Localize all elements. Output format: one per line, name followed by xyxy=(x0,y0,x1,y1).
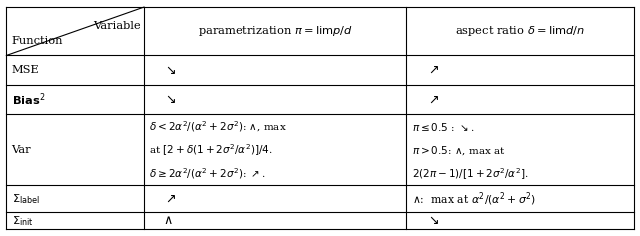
Text: $\delta < 2\alpha^2/(\alpha^2 + 2\sigma^2)$: $\wedge$, max: $\delta < 2\alpha^2/(\alpha^2 + 2\sigma^… xyxy=(149,119,287,134)
Text: Var: Var xyxy=(12,145,31,155)
Text: $\nearrow$: $\nearrow$ xyxy=(163,192,177,205)
Text: $\mathbf{Bias}^2$: $\mathbf{Bias}^2$ xyxy=(12,91,45,108)
Text: $\searrow$: $\searrow$ xyxy=(163,93,177,106)
Text: $\wedge$: $\wedge$ xyxy=(163,214,173,227)
Text: $\nearrow$: $\nearrow$ xyxy=(426,93,439,106)
Text: $\pi \leq 0.5$ : $\searrow$.: $\pi \leq 0.5$ : $\searrow$. xyxy=(412,121,474,133)
Text: $\searrow$: $\searrow$ xyxy=(426,214,439,227)
Text: MSE: MSE xyxy=(12,65,39,75)
Text: $\pi > 0.5$: $\wedge$, max at: $\pi > 0.5$: $\wedge$, max at xyxy=(412,144,506,157)
Text: aspect ratio $\delta = \lim d/n$: aspect ratio $\delta = \lim d/n$ xyxy=(455,24,585,38)
Text: $2(2\pi - 1)/[1 + 2\sigma^2/\alpha^2]$.: $2(2\pi - 1)/[1 + 2\sigma^2/\alpha^2]$. xyxy=(412,166,528,182)
Text: $\delta \geq 2\alpha^2/(\alpha^2 + 2\sigma^2)$: $\nearrow$.: $\delta \geq 2\alpha^2/(\alpha^2 + 2\sig… xyxy=(149,167,266,181)
Text: $\Sigma_{\mathrm{init}}$: $\Sigma_{\mathrm{init}}$ xyxy=(12,214,33,228)
Text: at $[2 + \delta(1 + 2\sigma^2/\alpha^2)]/4$.: at $[2 + \delta(1 + 2\sigma^2/\alpha^2)]… xyxy=(149,143,273,158)
Text: $\searrow$: $\searrow$ xyxy=(163,64,177,77)
Text: Variable: Variable xyxy=(93,21,141,31)
Text: $\nearrow$: $\nearrow$ xyxy=(426,64,439,77)
Text: $\Sigma_{\mathrm{label}}$: $\Sigma_{\mathrm{label}}$ xyxy=(12,192,40,206)
Text: parametrization $\pi = \lim p/d$: parametrization $\pi = \lim p/d$ xyxy=(198,24,353,38)
Text: Function: Function xyxy=(12,36,63,46)
Text: $\wedge$:  max at $\alpha^2/(\alpha^2 + \sigma^2)$: $\wedge$: max at $\alpha^2/(\alpha^2 + \… xyxy=(412,190,536,208)
